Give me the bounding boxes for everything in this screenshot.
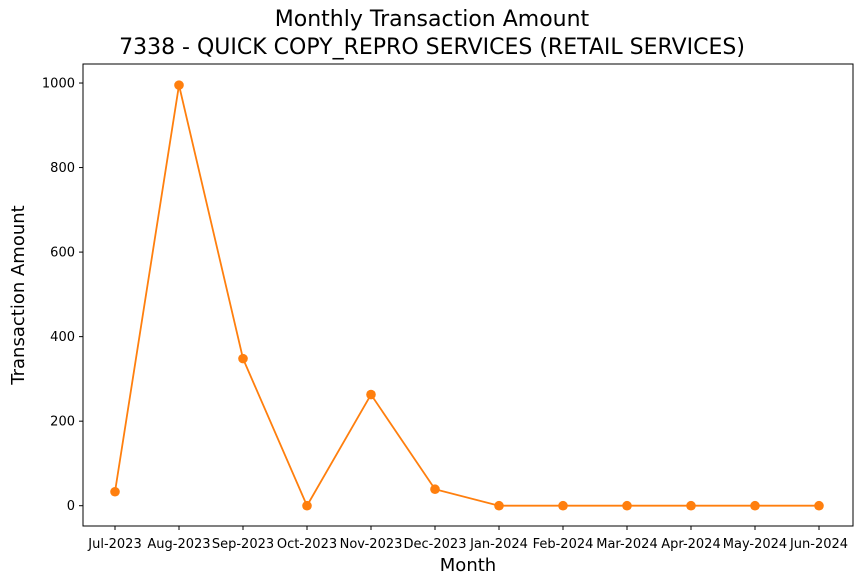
y-tick-label: 0 [67,499,75,514]
data-point [750,500,760,511]
x-tick-label: Jul-2023 [87,537,141,552]
x-tick-label: Jun-2024 [789,537,848,552]
x-tick-label: Dec-2023 [404,537,467,552]
data-point [238,353,248,364]
y-tick-label: 200 [50,415,75,430]
data-point [110,486,120,497]
data-point [686,500,696,511]
y-axis-label: Transaction Amount [8,205,29,385]
data-point [302,500,312,511]
series-line [114,84,819,508]
x-tick-label: Nov-2023 [340,537,403,552]
x-tick-label: Aug-2023 [147,537,210,552]
data-point [622,500,632,511]
plot-frame [82,63,854,527]
y-tick-label: 800 [50,161,75,176]
x-tick-label: May-2024 [723,537,787,552]
x-tick-label: Sep-2023 [212,537,274,552]
y-tick-label: 600 [50,246,75,261]
data-point [366,389,376,400]
data-point [558,500,568,511]
y-tick-label: 1000 [42,77,75,92]
data-point [174,80,184,90]
x-tick-label: Mar-2024 [596,537,657,552]
data-point [814,500,824,511]
data-point [494,500,504,511]
x-tick-label: Apr-2024 [661,537,720,552]
chart-subtitle: 7338 - QUICK COPY_REPRO SERVICES (RETAIL… [119,35,745,60]
y-tick-label: 400 [50,330,75,345]
x-tick-label: Oct-2023 [277,537,337,552]
chart-title: Monthly Transaction Amount [274,7,590,32]
x-tick-label: Feb-2024 [533,537,594,552]
x-tick-label: Jan-2024 [469,537,528,552]
x-axis-label: Month [440,555,496,576]
data-point [430,484,440,495]
